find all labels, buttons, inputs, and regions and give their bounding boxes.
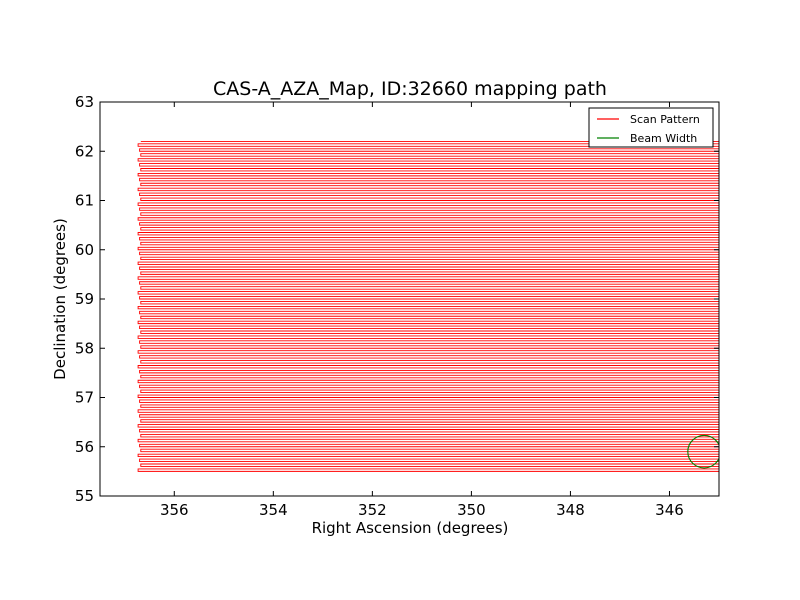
x-tick-label: 352 bbox=[358, 501, 387, 519]
x-tick-label: 350 bbox=[457, 501, 486, 519]
chart-title: CAS-A_AZA_Map, ID:32660 mapping path bbox=[213, 78, 607, 100]
y-tick-label: 62 bbox=[75, 142, 94, 160]
legend-label-scan-pattern: Scan Pattern bbox=[630, 113, 700, 126]
y-tick-label: 61 bbox=[75, 192, 94, 210]
y-tick-label: 57 bbox=[75, 389, 94, 407]
beam-width-series bbox=[687, 434, 719, 469]
y-axis-label: Declination (degrees) bbox=[51, 218, 69, 380]
y-tick-label: 59 bbox=[75, 290, 94, 308]
legend: Scan Pattern Beam Width bbox=[588, 107, 714, 148]
legend-box bbox=[588, 107, 714, 148]
y-tick-label: 63 bbox=[75, 93, 94, 111]
beam-width-circle bbox=[687, 434, 719, 469]
x-tick-label: 356 bbox=[160, 501, 189, 519]
x-tick-label: 346 bbox=[655, 501, 684, 519]
y-tick-label: 60 bbox=[75, 241, 94, 259]
y-tick-label: 55 bbox=[75, 487, 94, 505]
x-axis-ticks: 356 354 352 350 348 346 bbox=[160, 102, 684, 519]
plot-area bbox=[137, 140, 719, 472]
y-tick-label: 56 bbox=[75, 438, 94, 456]
x-tick-label: 348 bbox=[556, 501, 585, 519]
y-axis-ticks: 55 56 57 58 59 60 61 62 63 bbox=[75, 93, 719, 505]
x-tick-label: 354 bbox=[259, 501, 288, 519]
legend-label-beam-width: Beam Width bbox=[630, 132, 697, 145]
y-tick-label: 58 bbox=[75, 339, 94, 357]
scan-pattern-series bbox=[137, 140, 719, 472]
scan-pattern-line bbox=[137, 140, 719, 472]
x-axis-label: Right Ascension (degrees) bbox=[312, 519, 509, 537]
